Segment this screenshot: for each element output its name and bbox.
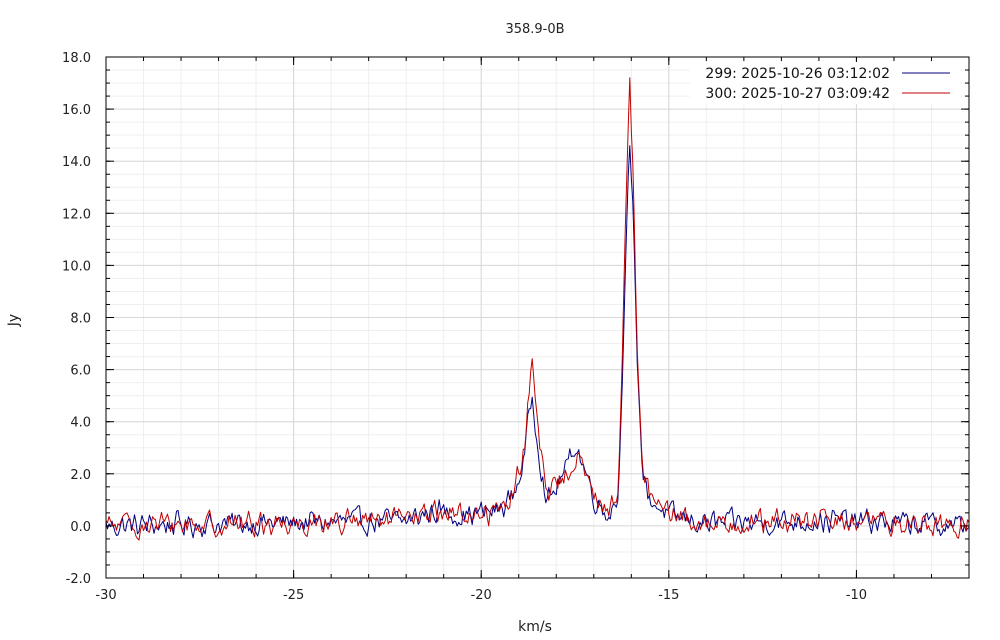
legend-entry-300: 300: 2025-10-27 03:09:42 xyxy=(705,86,890,102)
x-tick-label: -30 xyxy=(95,588,116,603)
x-tick-label: -25 xyxy=(283,588,304,603)
y-axis-label: Jy xyxy=(6,314,22,327)
y-tick-label: 18.0 xyxy=(62,51,91,66)
x-tick-label: -10 xyxy=(846,588,867,603)
legend: 299: 2025-10-26 03:12:02 300: 2025-10-27… xyxy=(690,62,960,104)
y-tick-label: 10.0 xyxy=(62,259,91,274)
y-tick-label: 2.0 xyxy=(70,468,91,483)
y-tick-label: 0.0 xyxy=(70,520,91,535)
y-tick-label: 16.0 xyxy=(62,103,91,118)
series-layer xyxy=(105,77,970,541)
legend-entry-299: 299: 2025-10-26 03:12:02 xyxy=(705,66,890,82)
x-tick-label: -20 xyxy=(471,588,492,603)
chart-title: 358.9-0B xyxy=(505,22,564,37)
y-tick-label: 4.0 xyxy=(70,416,91,431)
series-line-0 xyxy=(105,145,970,539)
y-tick-label: 12.0 xyxy=(62,207,91,222)
legend-background xyxy=(690,62,960,104)
y-tick-label: 6.0 xyxy=(70,364,91,379)
y-tick-label: -2.0 xyxy=(66,572,91,587)
series-line-1 xyxy=(105,77,970,541)
x-axis-label: km/s xyxy=(518,619,552,635)
x-tick-label: -15 xyxy=(658,588,679,603)
axis-ticks xyxy=(105,56,970,579)
axis-tick-labels: -30 -25 -20 -15 -10 -2.0 0.0 2.0 4.0 6.0 8.0 10.0 12… xyxy=(62,51,867,603)
y-tick-label: 8.0 xyxy=(70,312,91,327)
y-tick-label: 14.0 xyxy=(62,155,91,170)
